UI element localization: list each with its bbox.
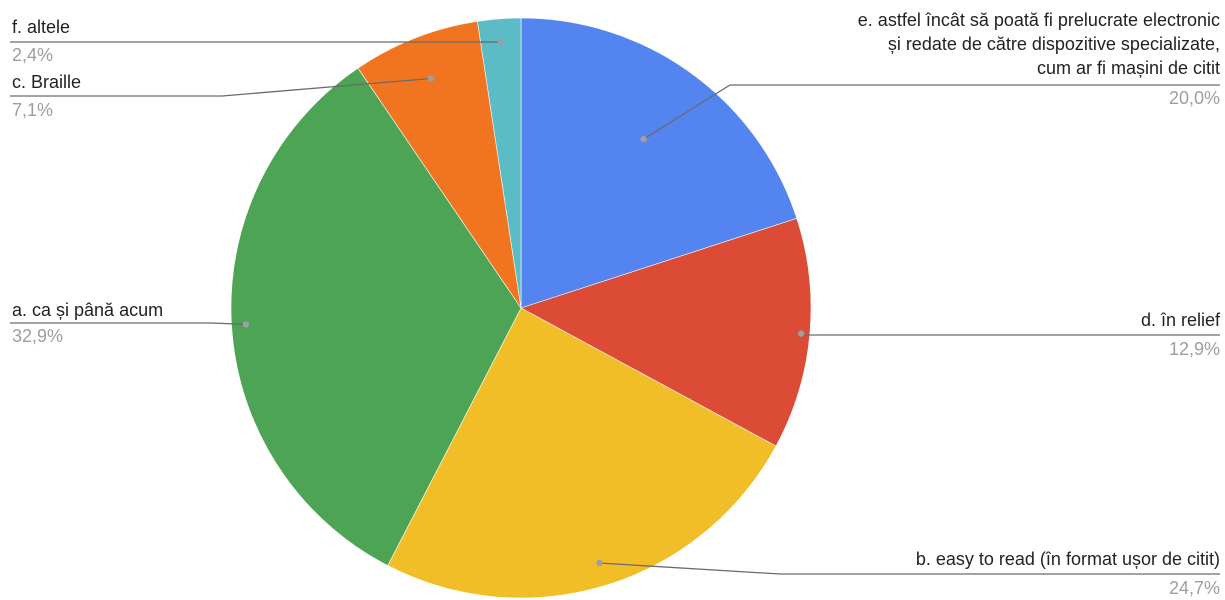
leader-dot — [797, 330, 805, 337]
leader-line — [798, 333, 1220, 336]
slice-label: c. Braille — [12, 72, 81, 92]
slice-labels: e. astfel încât să poată fi prelucrate e… — [12, 10, 1221, 598]
pie-slice — [477, 17, 522, 309]
slice-label: d. în relief — [1141, 310, 1221, 330]
leader-dot — [596, 559, 603, 567]
pie-slice — [520, 17, 798, 309]
slice-label: e. astfel încât să poată fi prelucrate e… — [858, 10, 1220, 30]
pie-slices — [230, 17, 812, 599]
leader-dot — [497, 38, 505, 46]
slice-percent-label: 24,7% — [1169, 578, 1220, 598]
pie-slice — [357, 20, 522, 309]
pie-slice — [230, 67, 522, 566]
slice-label: și redate de către dispozitive specializ… — [888, 34, 1220, 54]
leader-dot — [242, 321, 250, 328]
slice-percent-label: 7,1% — [12, 100, 53, 120]
leader-dot — [427, 75, 435, 82]
slice-percent-label: 20,0% — [1169, 88, 1220, 108]
slice-percent-label: 12,9% — [1169, 339, 1220, 359]
leader-dot — [640, 135, 647, 143]
slice-percent-label: 32,9% — [12, 326, 63, 346]
leader-lines — [10, 38, 1220, 575]
slice-label: a. ca și până acum — [12, 300, 163, 320]
slice-percent-label: 2,4% — [12, 45, 53, 65]
leader-line — [599, 562, 1220, 575]
pie-slice — [387, 307, 777, 599]
slice-label: b. easy to read (în format ușor de citit… — [916, 549, 1220, 569]
slice-label: cum ar fi mașini de citit — [1037, 58, 1220, 78]
leader-line — [10, 322, 247, 326]
slice-label: f. altele — [12, 17, 70, 37]
leader-line — [643, 84, 1220, 140]
leader-line — [10, 77, 432, 97]
